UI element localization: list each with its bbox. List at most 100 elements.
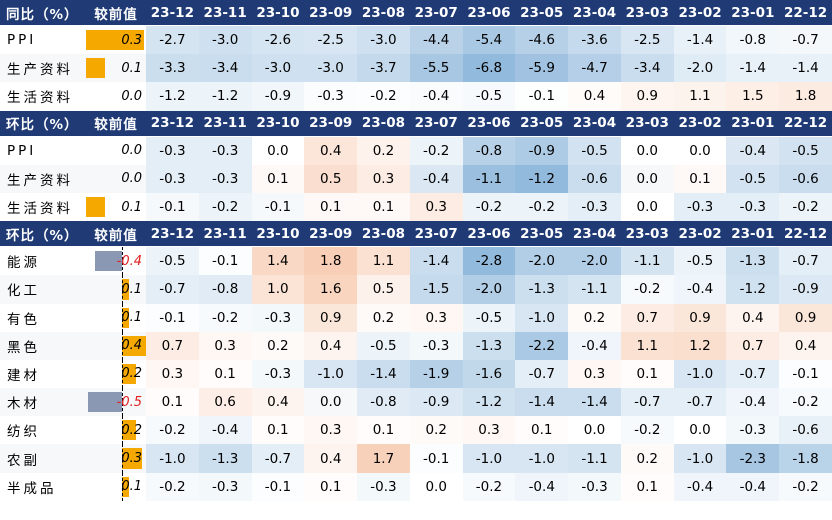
month-header: 23-02 xyxy=(673,221,727,248)
month-header: 23-01 xyxy=(726,110,780,137)
delta-value: -0.4 xyxy=(116,253,142,269)
value-cell: -0.3 xyxy=(198,164,252,193)
value-cell: 0.1 xyxy=(357,416,410,445)
delta-cell: 0.1 xyxy=(86,54,146,82)
month-header: 23-01 xyxy=(726,0,780,26)
value-cell: -0.1 xyxy=(146,192,199,222)
value-cell: -0.7 xyxy=(251,444,305,473)
value-cell: -2.6 xyxy=(251,25,305,55)
delta-bar xyxy=(86,58,106,79)
month-header: 23-12 xyxy=(146,221,199,248)
delta-value: 0.1 xyxy=(121,60,142,76)
month-header: 22-12 xyxy=(779,221,832,248)
row-label: PPI xyxy=(7,142,37,159)
value-cell: -1.5 xyxy=(409,275,463,304)
delta-bar xyxy=(86,30,144,51)
value-cell: 0.0 xyxy=(319,394,342,411)
value-cell: -0.4 xyxy=(726,136,780,165)
month-header: 23-02 xyxy=(673,110,727,137)
delta-value: 0.0 xyxy=(121,88,142,104)
month-header: 23-04 xyxy=(568,110,621,137)
delta-cell: 0.3 xyxy=(86,26,146,55)
value-cell: -0.8 xyxy=(198,275,252,304)
value-cell: -6.8 xyxy=(462,54,516,83)
value-cell: -2.7 xyxy=(146,25,199,55)
delta-value: -0.5 xyxy=(116,394,142,410)
value-cell: -2.0 xyxy=(673,54,727,83)
value-cell: 0.0 xyxy=(636,170,659,187)
value-cell: -0.2 xyxy=(779,472,832,501)
value-cell: -0.4 xyxy=(673,472,727,501)
value-cell: 1.1 xyxy=(620,331,674,360)
value-cell: -1.0 xyxy=(673,359,727,389)
value-cell: -1.4 xyxy=(409,246,463,276)
value-cell: -0.1 xyxy=(779,359,832,389)
value-cell: -0.7 xyxy=(515,359,569,389)
delta-value: 0.1 xyxy=(121,479,142,495)
value-cell: -0.3 xyxy=(198,472,252,501)
value-cell: 0.4 xyxy=(568,82,621,111)
month-header: 23-03 xyxy=(620,0,674,26)
delta-zero-axis xyxy=(122,416,123,445)
value-cell: 0.0 xyxy=(689,422,711,439)
value-cell: -1.2 xyxy=(146,82,199,111)
table-row: 半成品 0.1 -0.2 -0.3 -0.1 0.1 -0.3 0.0 -0.2 -0.4 -0.3… xyxy=(0,472,832,501)
value-cell: -3.7 xyxy=(357,54,410,83)
section-header-mom: 环比（%） 较前值 23-12 23-11 23-10 23-09 23-08 23-07 23… xyxy=(0,110,832,137)
value-cell: -1.4 xyxy=(726,54,780,83)
month-header: 23-09 xyxy=(304,221,358,248)
table-row: 化工 0.1 -0.7 -0.8 1.0 1.6 0.5 -1.5 -2.0 -1.3 -1.1 -0… xyxy=(0,275,832,304)
value-cell: -0.5 xyxy=(357,331,410,360)
delta-cell: 0.0 xyxy=(86,82,146,110)
delta-cell: 0.2 xyxy=(86,416,146,445)
month-header: 23-09 xyxy=(304,110,358,137)
value-cell: -2.5 xyxy=(620,25,674,55)
month-header: 23-08 xyxy=(357,221,410,248)
value-cell: 1.8 xyxy=(779,82,832,111)
table-row: PPI 0.3 -2.7 -3.0 -2.6 -2.5 -3.0 -4.4 -5.4 -4.6 -3… xyxy=(0,25,832,55)
value-cell: 0.2 xyxy=(568,303,621,332)
value-cell: 0.3 xyxy=(409,192,463,222)
value-cell: 0.7 xyxy=(146,331,199,360)
value-cell: -1.0 xyxy=(673,444,727,473)
value-cell: 1.8 xyxy=(304,246,358,276)
value-cell: -1.1 xyxy=(462,164,516,193)
value-cell: -0.5 xyxy=(673,246,727,276)
row-label: 黑色 xyxy=(7,339,40,356)
value-cell: 0.9 xyxy=(779,303,832,332)
month-header: 23-07 xyxy=(409,0,463,26)
value-cell: 1.1 xyxy=(673,82,727,111)
month-header: 23-06 xyxy=(462,0,516,26)
value-cell: -0.4 xyxy=(409,164,463,193)
month-header: 23-06 xyxy=(462,110,516,137)
delta-value: 0.4 xyxy=(121,338,142,354)
value-cell: -5.9 xyxy=(515,54,569,83)
value-cell: -0.6 xyxy=(568,164,621,193)
delta-cell: 0.1 xyxy=(86,303,146,332)
value-cell: -0.1 xyxy=(251,472,305,501)
value-cell: 0.3 xyxy=(462,416,516,445)
value-cell: -0.8 xyxy=(726,25,780,55)
month-header: 23-11 xyxy=(198,110,252,137)
value-cell: -1.1 xyxy=(568,275,621,304)
value-cell: -0.3 xyxy=(251,359,305,389)
value-cell: -0.2 xyxy=(462,192,516,222)
value-cell: 0.4 xyxy=(304,136,358,165)
value-cell: 0.3 xyxy=(304,416,358,445)
value-cell: -0.2 xyxy=(146,416,199,445)
table-row: 纺织 0.2 -0.2 -0.4 0.1 0.3 0.1 0.2 0.3 0.1 0.0 -0.2 0.… xyxy=(0,416,832,445)
row-label: 建材 xyxy=(7,367,40,384)
value-cell: -0.4 xyxy=(726,472,780,501)
value-cell: 0.0 xyxy=(425,478,447,495)
value-cell: -0.1 xyxy=(409,444,463,473)
value-cell: -0.2 xyxy=(620,416,674,445)
value-cell: -5.5 xyxy=(409,54,463,83)
value-cell: -0.7 xyxy=(673,388,727,417)
value-cell: 0.1 xyxy=(357,192,410,222)
delta-value: 0.2 xyxy=(121,366,142,382)
table-row: 生活资料 0.0 -1.2 -1.2 -0.9 -0.3 -0.2 -0.4 -0.5 -0.1 0… xyxy=(0,82,832,111)
value-cell: 0.1 xyxy=(620,472,674,501)
table-row: 建材 0.2 0.3 0.1 -0.3 -1.0 -1.4 -1.9 -1.6 -0.7 0.3 0.… xyxy=(0,359,832,389)
delta-cell: 0.1 xyxy=(86,472,146,501)
